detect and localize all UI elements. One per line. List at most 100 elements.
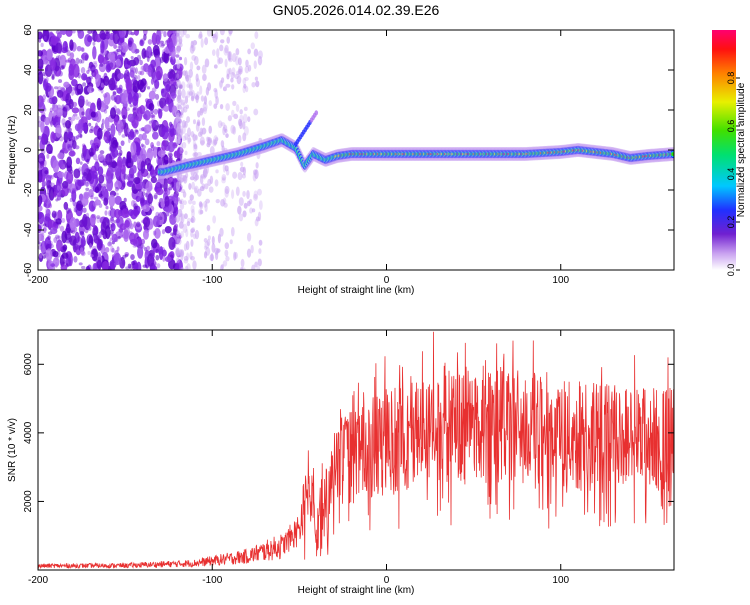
- x-tick-label: -100: [202, 275, 222, 286]
- noise-cell: [82, 213, 88, 228]
- noise-cell: [38, 58, 44, 70]
- noise-cell: [116, 246, 120, 252]
- faint-noise-cell: [226, 73, 230, 80]
- faint-noise-cell: [221, 178, 226, 184]
- faint-noise-cell: [192, 134, 198, 141]
- faint-noise-cell: [177, 95, 182, 100]
- noise-cell: [133, 176, 141, 185]
- noise-cell: [93, 255, 98, 263]
- noise-cell: [38, 169, 43, 183]
- noise-cell: [68, 98, 74, 110]
- faint-noise-cell: [191, 44, 196, 52]
- faint-noise-cell: [231, 84, 235, 90]
- noise-cell: [172, 205, 179, 217]
- noise-cell: [49, 107, 54, 113]
- noise-cell: [104, 210, 108, 216]
- noise-cell: [154, 79, 160, 89]
- faint-noise-cell: [247, 64, 252, 72]
- noise-cell: [140, 65, 145, 72]
- noise-cell: [108, 210, 112, 217]
- noise-cell: [56, 209, 63, 221]
- noise-cell: [47, 98, 52, 104]
- noise-cell: [82, 82, 87, 87]
- noise-cell: [60, 264, 68, 270]
- noise-cell: [42, 71, 46, 77]
- noise-cell: [63, 258, 67, 263]
- faint-noise-cell: [191, 208, 195, 218]
- faint-noise-cell: [204, 37, 209, 46]
- noise-cell: [136, 261, 142, 270]
- faint-noise-cell: [250, 42, 255, 50]
- faint-noise-cell: [213, 139, 218, 146]
- x-tick-label: -100: [202, 575, 222, 586]
- noise-cell: [81, 52, 89, 61]
- faint-noise-cell: [213, 103, 218, 109]
- faint-noise-cell: [182, 102, 186, 109]
- noise-cell: [91, 248, 99, 262]
- noise-cell: [40, 137, 44, 143]
- colorbar-label: Normalized spectral amplitude: [736, 82, 747, 217]
- noise-cell: [49, 244, 54, 249]
- noise-cell: [38, 233, 44, 242]
- faint-noise-cell: [196, 65, 201, 71]
- noise-cell: [91, 170, 98, 179]
- noise-cell: [90, 254, 94, 258]
- noise-cell: [105, 225, 111, 240]
- faint-noise-cell: [230, 71, 236, 79]
- noise-cell: [124, 219, 130, 228]
- noise-cell: [167, 141, 175, 153]
- faint-noise-cell: [194, 229, 200, 240]
- noise-cell: [168, 237, 176, 251]
- noise-cell: [151, 252, 155, 259]
- faint-noise-cell: [200, 140, 206, 145]
- faint-noise-cell: [206, 139, 212, 146]
- faint-noise-cell: [225, 169, 230, 176]
- noise-cell: [61, 230, 68, 244]
- faint-noise-cell: [251, 208, 256, 213]
- faint-noise-cell: [193, 56, 199, 66]
- noise-cell: [66, 171, 74, 185]
- noise-cell: [73, 243, 79, 250]
- noise-cell: [143, 124, 152, 133]
- faint-noise-cell: [176, 122, 182, 130]
- faint-noise-cell: [186, 263, 191, 270]
- noise-cell: [146, 245, 151, 251]
- noise-cell: [42, 30, 50, 42]
- noise-cell: [101, 260, 109, 270]
- noise-cell: [92, 45, 97, 60]
- noise-cell: [140, 143, 144, 148]
- noise-cell: [83, 171, 88, 177]
- faint-noise-cell: [247, 48, 251, 55]
- faint-noise-cell: [182, 174, 187, 182]
- noise-cell: [140, 78, 147, 87]
- faint-noise-cell: [176, 176, 181, 182]
- noise-cell: [141, 48, 147, 60]
- faint-noise-cell: [208, 100, 213, 106]
- noise-cell: [126, 180, 135, 188]
- noise-cell: [125, 134, 130, 138]
- faint-noise-cell: [224, 58, 228, 68]
- faint-noise-cell: [219, 30, 225, 36]
- faint-noise-cell: [176, 33, 180, 42]
- faint-noise-cell: [190, 230, 194, 238]
- colorbar: 0.0 0.2 0.4 0.6 0.8 Normalized spectral ampl…: [712, 30, 747, 276]
- noise-cell: [67, 234, 72, 238]
- noise-cell: [63, 81, 70, 88]
- noise-cell: [44, 117, 51, 126]
- faint-noise-cell: [187, 134, 191, 145]
- faint-noise-cell: [242, 132, 247, 142]
- faint-noise-cell: [190, 255, 195, 261]
- noise-cell: [127, 131, 135, 140]
- noise-cell: [100, 82, 105, 88]
- noise-cell: [134, 30, 140, 36]
- noise-cell: [42, 223, 47, 227]
- faint-noise-cell: [254, 31, 259, 40]
- noise-cell: [152, 230, 157, 236]
- noise-cell: [126, 58, 131, 66]
- noise-cell: [159, 183, 164, 189]
- faint-noise-cell: [258, 248, 262, 255]
- noise-cell: [107, 241, 113, 247]
- noise-cell: [102, 93, 108, 98]
- faint-noise-cell: [184, 133, 189, 141]
- noise-cell: [50, 227, 58, 235]
